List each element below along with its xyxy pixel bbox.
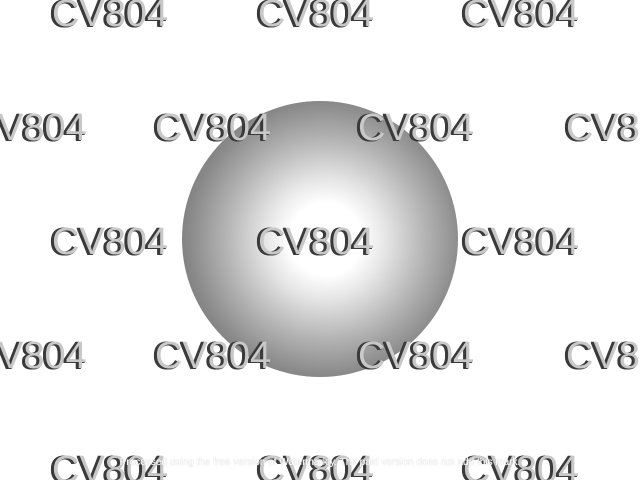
watermark-text: CV804 [258,449,375,480]
watermark-text: CV804 [258,0,375,35]
watermark-text: CV804 [52,0,169,35]
watermark-text: CV804 [358,335,475,377]
watermark-text: CV804 [52,221,169,263]
watermark-text: V804 [0,335,87,377]
shaded-sphere [182,101,458,377]
watermark-footer-note: Processed using the free version of Wate… [119,457,521,468]
watermark-text: CV804 [155,107,272,149]
watermark-text: CV804 [358,107,475,149]
watermark-text: CV804 [463,0,580,35]
watermark-text: CV804 [52,449,169,480]
watermark-text: CV804 [463,221,580,263]
watermark-text: CV804 [155,335,272,377]
watermark-text: CV8 [566,335,640,377]
watermark-text: CV804 [258,221,375,263]
watermark-text: CV804 [463,449,580,480]
watermark-text: V804 [0,107,87,149]
watermark-text: CV8 [566,107,640,149]
